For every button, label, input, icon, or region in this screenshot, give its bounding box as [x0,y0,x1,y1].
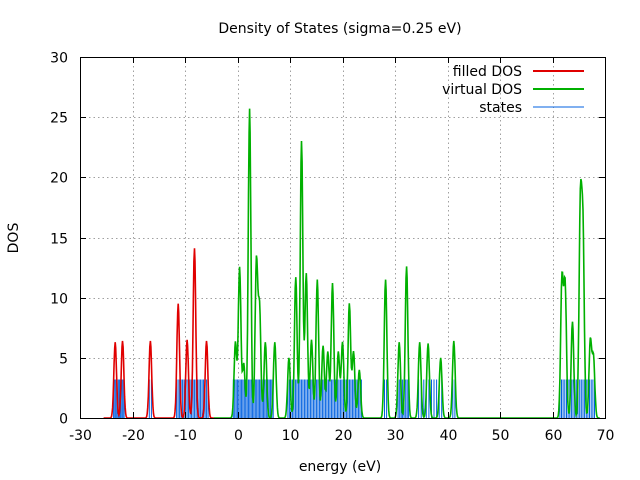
chart-title: Density of States (sigma=0.25 eV) [218,21,461,37]
plot-frame [80,57,606,419]
y-tick-label: 5 [59,352,68,368]
x-tick-label: 50 [492,428,510,444]
x-tick-label: 10 [282,428,300,444]
y-tick-label: 25 [50,111,68,127]
x-tick-label: 0 [234,428,243,444]
y-tick-label: 30 [50,51,68,67]
x-tick-label: -30 [69,428,92,444]
y-tick-label: 10 [50,292,68,308]
x-tick-label: 40 [440,428,458,444]
x-axis-label: energy (eV) [299,459,381,475]
grid-lines [80,57,605,418]
legend-label-virtual-dos: virtual DOS [442,82,522,98]
legend-label-filled-dos: filled DOS [453,64,522,80]
y-axis-label: DOS [6,223,22,254]
x-tick-label: 20 [335,428,353,444]
y-tick-label: 20 [50,171,68,187]
x-tick-label: 30 [387,428,405,444]
x-tick-label: 70 [597,428,615,444]
x-tick-label: -20 [122,428,145,444]
legend: filled DOS virtual DOS states [442,64,584,116]
y-tick-label: 15 [50,232,68,248]
y-tick-label: 0 [59,412,68,428]
x-tick-label: -10 [174,428,197,444]
legend-label-states: states [479,100,522,116]
x-tick-label: 60 [545,428,563,444]
